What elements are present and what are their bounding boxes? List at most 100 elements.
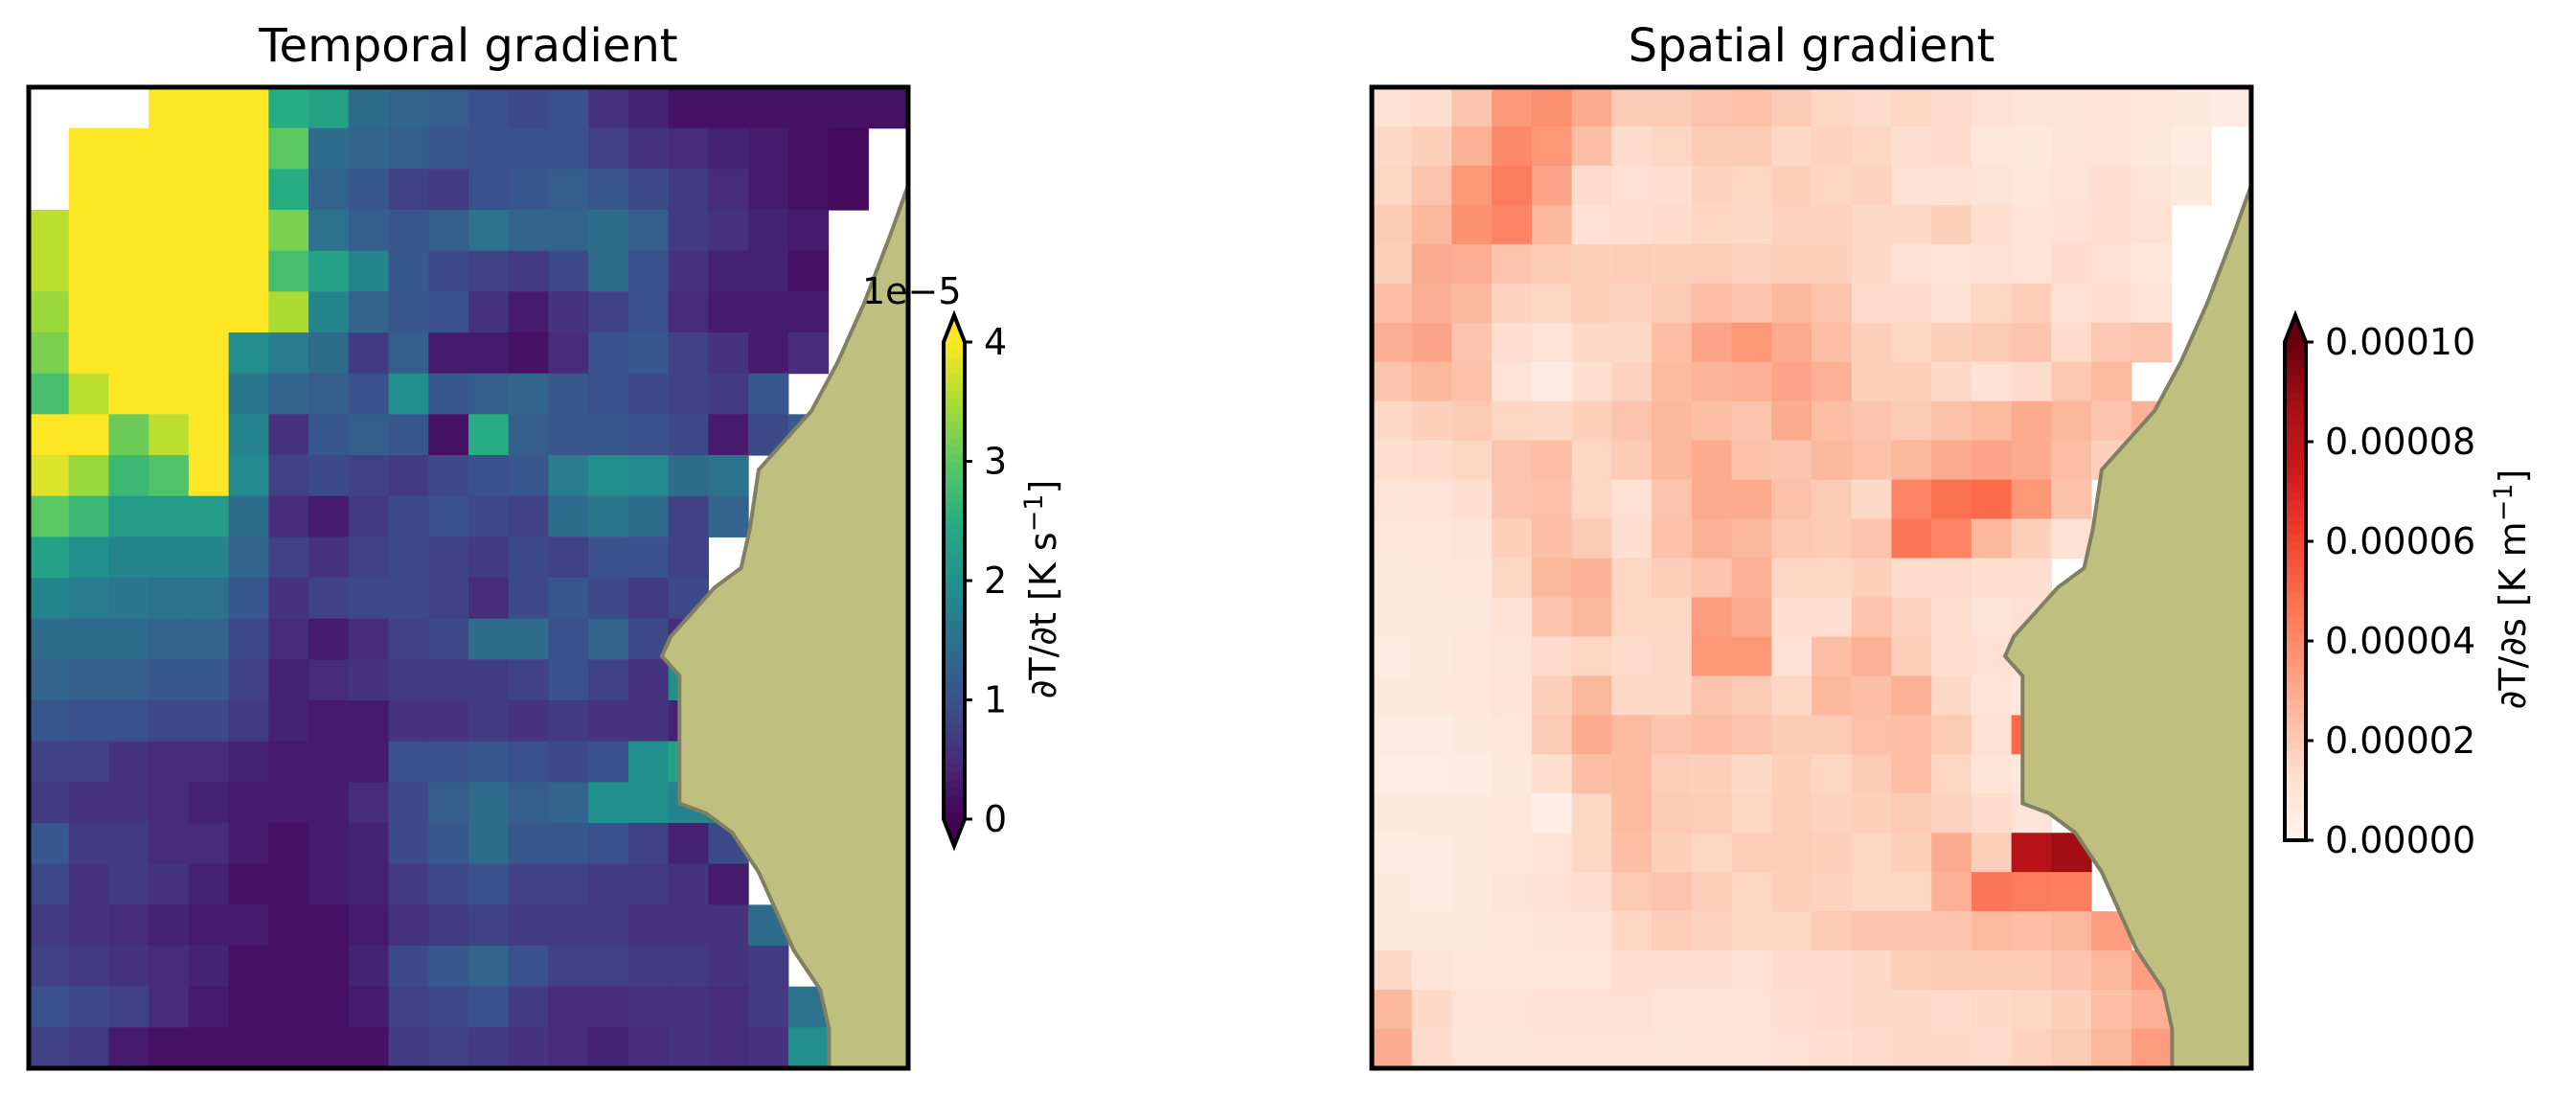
heatmap-cell <box>348 373 390 415</box>
heatmap-cell <box>68 618 110 660</box>
heatmap-cell <box>348 537 390 579</box>
heatmap-cell <box>548 863 589 905</box>
colorbar-segment <box>944 612 965 622</box>
left-land-mask <box>659 184 910 1070</box>
heatmap-cell <box>2011 165 2052 206</box>
heatmap-cell <box>1372 204 1413 245</box>
heatmap-cell <box>1531 990 1573 1030</box>
colorbar-segment <box>944 501 965 511</box>
heatmap-cell <box>29 986 70 1028</box>
heatmap-cell <box>68 1027 110 1069</box>
heatmap-cell <box>1771 322 1812 363</box>
heatmap-cell <box>148 210 190 252</box>
colorbar-segment <box>944 357 965 367</box>
heatmap-cell <box>548 87 589 129</box>
heatmap-cell <box>428 578 469 620</box>
heatmap-cell <box>388 578 429 620</box>
heatmap-cell <box>29 332 70 375</box>
heatmap-cell <box>1971 361 2013 402</box>
colorbar-segment <box>944 492 965 502</box>
heatmap-cell <box>2091 243 2132 285</box>
heatmap-cell <box>1372 322 1413 363</box>
heatmap-cell <box>308 455 350 497</box>
heatmap-cell <box>2211 87 2252 127</box>
right-cbar-label-main: ∂T/∂s [K m <box>2492 521 2534 709</box>
heatmap-cell <box>108 495 149 537</box>
heatmap-cell <box>308 863 350 905</box>
heatmap-cell <box>508 986 550 1028</box>
heatmap-cell <box>1492 518 1533 560</box>
heatmap-cell <box>1812 165 1853 206</box>
heatmap-cell <box>68 863 110 905</box>
heatmap-cell <box>388 700 429 743</box>
heatmap-cell <box>548 946 589 988</box>
heatmap-cell <box>1652 990 1693 1030</box>
heatmap-cell <box>348 986 390 1028</box>
heatmap-cell <box>1492 597 1533 638</box>
heatmap-cell <box>1971 754 2013 794</box>
colorbar-segment <box>944 620 965 629</box>
heatmap-cell <box>348 495 390 537</box>
heatmap-cell <box>1891 754 1932 794</box>
heatmap-cell <box>1372 911 1413 951</box>
colorbar-segment <box>2285 541 2306 551</box>
colorbar-segment <box>944 763 965 772</box>
heatmap-cell <box>1652 1029 1693 1069</box>
heatmap-cell <box>828 169 869 211</box>
heatmap-cell <box>508 782 550 824</box>
colorbar-segment <box>2285 748 2306 759</box>
heatmap-cell <box>68 455 110 497</box>
heatmap-cell <box>588 904 629 947</box>
colorbar-segment <box>944 572 965 582</box>
left-colorbar-offset: 1e−5 <box>862 270 962 312</box>
heatmap-cell <box>1731 243 1772 285</box>
heatmap-cell <box>1812 322 1853 363</box>
heatmap-cell <box>148 169 190 211</box>
heatmap-cell <box>1971 126 2013 167</box>
heatmap-cell <box>1851 754 1893 794</box>
heatmap-cell <box>748 87 789 129</box>
heatmap-cell <box>228 659 269 701</box>
heatmap-cell <box>1372 440 1413 481</box>
heatmap-cell <box>308 700 350 743</box>
heatmap-cell <box>627 495 670 537</box>
heatmap-cell <box>588 414 629 456</box>
heatmap-cell <box>348 578 390 620</box>
heatmap-cell <box>1571 675 1612 716</box>
heatmap-cell <box>1531 675 1573 716</box>
heatmap-cell <box>388 986 429 1028</box>
heatmap-cell <box>1652 518 1693 560</box>
heatmap-cell <box>1571 597 1612 638</box>
left-panel-title: Temporal gradient <box>258 19 677 73</box>
heatmap-cell <box>1411 597 1453 638</box>
heatmap-cell <box>228 700 269 743</box>
heatmap-cell <box>1771 911 1812 951</box>
heatmap-cell <box>1611 558 1653 599</box>
heatmap-cell <box>1531 126 1573 167</box>
left-panel-frame <box>26 84 911 1071</box>
heatmap-cell <box>1812 87 1853 127</box>
heatmap-cell <box>1691 990 1733 1030</box>
heatmap-cell <box>1611 87 1653 127</box>
colorbar-tick-label: 1 <box>984 679 1007 721</box>
heatmap-cell <box>1691 126 1733 167</box>
colorbar-segment <box>944 716 965 725</box>
heatmap-cell <box>1492 793 1533 834</box>
heatmap-cell <box>228 250 269 292</box>
heatmap-cell <box>1372 400 1413 442</box>
heatmap-cell <box>308 946 350 988</box>
heatmap-cell <box>468 291 510 333</box>
heatmap-cell <box>1571 243 1612 285</box>
heatmap-cell <box>1451 754 1493 794</box>
heatmap-cell <box>428 700 469 743</box>
heatmap-cell <box>1492 636 1533 676</box>
heatmap-cell <box>668 291 709 333</box>
heatmap-cell <box>108 700 149 743</box>
heatmap-cell <box>1571 715 1612 755</box>
heatmap-cell <box>348 455 390 497</box>
heatmap-cell <box>188 291 230 333</box>
heatmap-cell <box>627 87 670 129</box>
colorbar-segment <box>944 675 965 685</box>
heatmap-cell <box>627 986 670 1028</box>
heatmap-cell <box>1971 950 2013 991</box>
